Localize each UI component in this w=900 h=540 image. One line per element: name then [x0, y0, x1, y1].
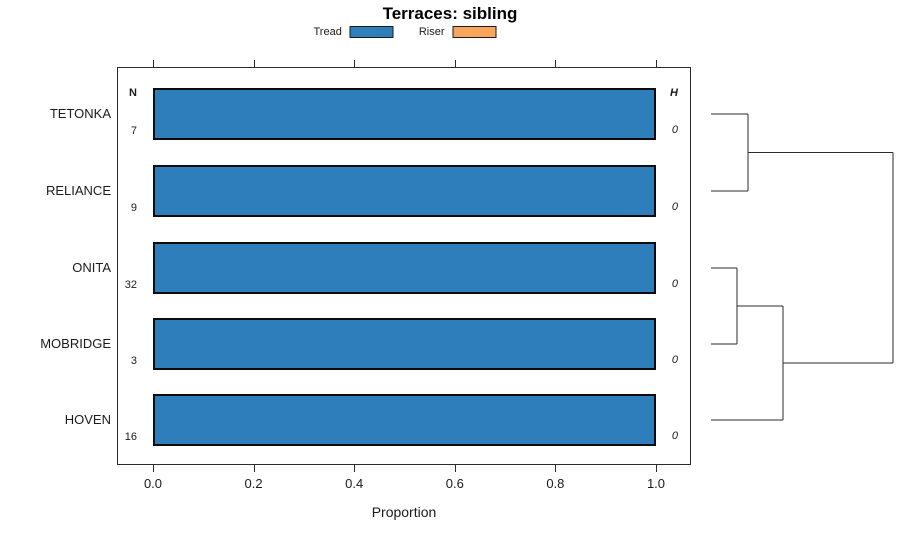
tread-bar-segment [153, 242, 656, 294]
legend: Tread Riser [314, 26, 497, 38]
category-label: HOVEN [64, 412, 111, 427]
bar-row: TETONKA 7 0 [0, 88, 900, 140]
x-tick-bottom [153, 465, 154, 472]
x-tick-top [253, 60, 255, 67]
x-tick-label: 0.6 [445, 476, 464, 491]
x-tick-top [354, 60, 356, 67]
x-tick-bottom [253, 465, 255, 472]
x-tick-top [656, 60, 657, 67]
tread-bar-segment [153, 88, 656, 140]
x-tick-bottom [454, 465, 456, 472]
n-value: 16 [124, 431, 137, 443]
chart-title: Terraces: sibling [382, 4, 518, 23]
proportion-bar [153, 88, 656, 140]
h-value: 0 [671, 201, 678, 213]
h-value: 0 [671, 354, 678, 366]
x-tick-label: 0.4 [345, 476, 364, 491]
tread-bar-segment [153, 318, 656, 370]
h-value: 0 [671, 278, 678, 290]
n-value: 3 [130, 355, 137, 367]
x-tick-bottom [354, 465, 356, 472]
bar-row: HOVEN 16 0 [0, 394, 900, 446]
x-tick-top [454, 60, 456, 67]
n-value: 9 [130, 202, 137, 214]
category-label: ONITA [72, 260, 111, 275]
bar-row: RELIANCE 9 0 [0, 165, 900, 217]
legend-label-riser: Riser [418, 26, 445, 38]
x-tick-top [153, 60, 154, 67]
x-tick-bottom [555, 465, 557, 472]
legend-item-tread: Tread [314, 26, 394, 38]
x-tick-top [555, 60, 557, 67]
x-tick-label: 0.0 [143, 476, 163, 491]
h-column-header: H [670, 87, 678, 99]
proportion-bar [153, 318, 656, 370]
x-tick-label: 1.0 [646, 476, 666, 491]
legend-item-riser: Riser [419, 26, 497, 38]
x-tick-label: 0.2 [244, 476, 263, 491]
category-label: RELIANCE [45, 183, 111, 198]
proportion-bar [153, 242, 656, 294]
tread-bar-segment [153, 394, 656, 446]
category-label: MOBRIDGE [40, 336, 111, 351]
proportion-bar [153, 165, 656, 217]
proportion-bar [153, 394, 656, 446]
tread-bar-segment [153, 165, 656, 217]
category-label: TETONKA [49, 106, 111, 121]
x-axis-title: Proportion [371, 504, 437, 520]
bar-row: MOBRIDGE 3 0 [0, 318, 900, 370]
x-tick-bottom [656, 465, 657, 472]
legend-label-tread: Tread [313, 26, 342, 38]
x-tick-label: 0.8 [546, 476, 565, 491]
riser-color-swatch [452, 26, 497, 38]
tread-color-swatch [349, 26, 394, 38]
n-value: 7 [130, 125, 137, 137]
h-value: 0 [671, 430, 678, 442]
n-value: 32 [124, 279, 137, 291]
bar-row: ONITA 32 0 [0, 242, 900, 294]
h-value: 0 [671, 124, 678, 136]
n-column-header: N [129, 87, 137, 99]
